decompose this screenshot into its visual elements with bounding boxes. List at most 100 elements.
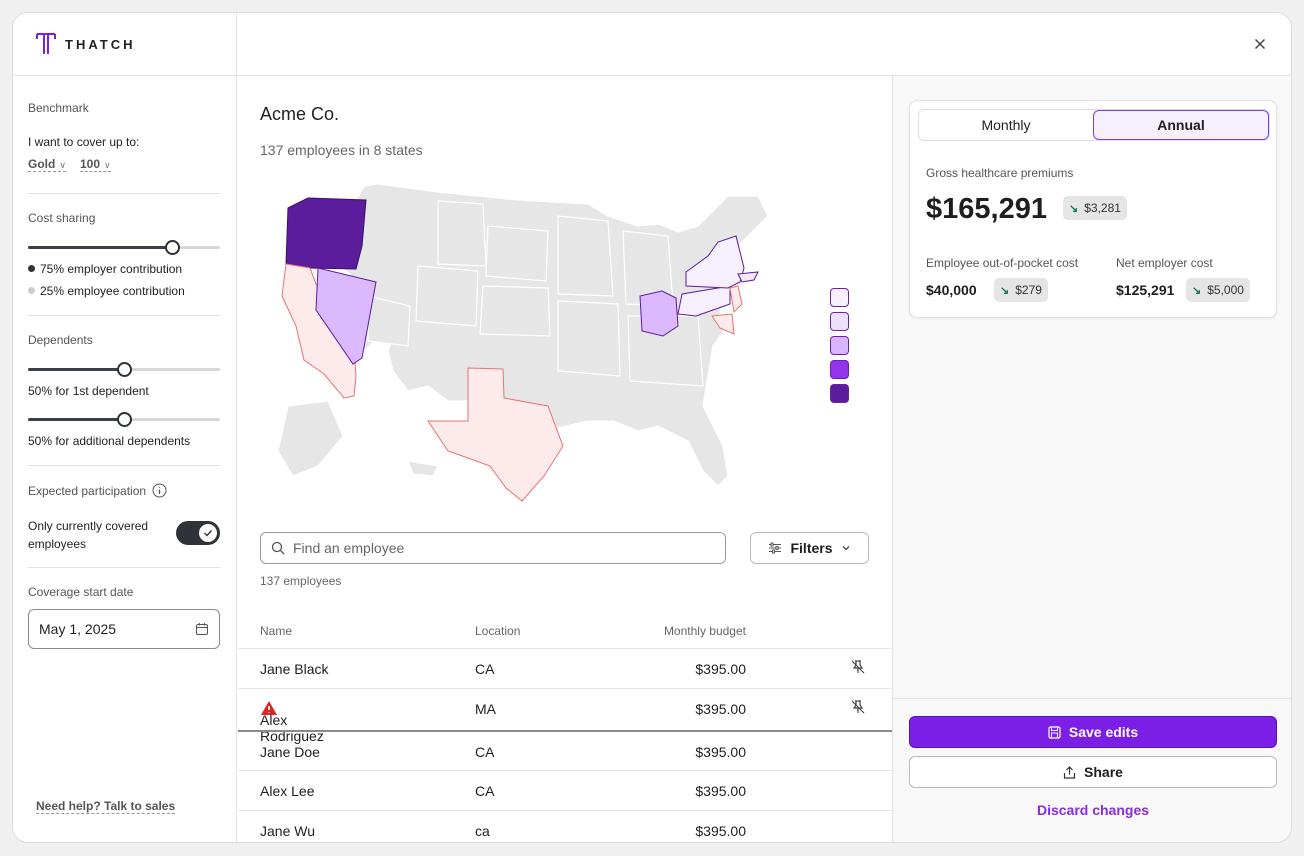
slider-thumb[interactable]: [117, 362, 132, 377]
employee-name-text: Alex Rodriguez: [260, 712, 324, 744]
state-texas[interactable]: [427, 367, 564, 502]
logo: THATCH: [35, 31, 135, 57]
employee-name: Jane Black: [260, 661, 329, 677]
state-california[interactable]: [281, 263, 357, 399]
gross-delta-badge: ↘ $3,281: [1063, 196, 1127, 220]
discard-changes-button[interactable]: Discard changes: [1036, 802, 1150, 818]
covered-toggle-label-line1: Only currently covered: [28, 519, 149, 533]
employer-contribution-text: 75% employer contribution: [40, 262, 183, 276]
dark-dot-icon: [28, 265, 35, 272]
legend-swatch: [830, 384, 849, 403]
share-label: Share: [1084, 764, 1123, 780]
divider: [28, 465, 220, 466]
arrow-down-right-icon: ↘: [1000, 284, 1010, 297]
us-states-map[interactable]: [258, 176, 798, 511]
sliders-icon: [769, 542, 782, 554]
state-maryland[interactable]: [711, 313, 735, 335]
employee-name: Alex Rodriguez: [260, 700, 324, 744]
chevron-down-icon: [842, 546, 849, 551]
slider-thumb[interactable]: [117, 412, 132, 427]
state-nevada[interactable]: [315, 267, 377, 365]
employee-location: CA: [475, 661, 495, 677]
employee-budget: $395.00: [695, 701, 746, 717]
legend-swatch: [830, 312, 849, 331]
state-new-york[interactable]: [685, 235, 745, 289]
employee-name: Alex Lee: [260, 783, 315, 799]
table-row[interactable]: Alex Lee CA $395.00: [238, 770, 892, 810]
employee-location: ca: [475, 823, 490, 839]
state-ohio[interactable]: [639, 290, 679, 337]
save-edits-button[interactable]: Save edits: [909, 716, 1277, 748]
header-divider: [13, 75, 1291, 76]
employee-contribution-text: 25% employee contribution: [40, 284, 185, 298]
help-link[interactable]: Need help? Talk to sales: [36, 799, 176, 814]
cost-summary-card: Monthly Annual Gross healthcare premiums…: [909, 100, 1277, 318]
logo-text: THATCH: [65, 36, 136, 52]
main-content: Acme Co. 137 employees in 8 states: [238, 76, 892, 842]
app-window: THATCH Benchmark I want to cover up to: …: [12, 12, 1292, 843]
coverage-start-heading: Coverage start date: [28, 585, 134, 599]
map-legend: [830, 288, 849, 408]
table-row[interactable]: Jane Black CA $395.00: [238, 648, 892, 688]
additional-dependents-label: 50% for additional dependents: [28, 434, 191, 448]
warning-icon: [261, 701, 277, 715]
search-icon: [271, 541, 285, 555]
benchmark-heading: Benchmark: [28, 101, 89, 115]
calendar-icon[interactable]: [195, 622, 209, 636]
state-new-jersey[interactable]: [729, 285, 743, 314]
close-button[interactable]: [1249, 33, 1271, 55]
share-button[interactable]: Share: [909, 756, 1277, 788]
employee-count: 137 employees: [260, 574, 342, 588]
info-icon[interactable]: [152, 483, 167, 498]
participation-heading-text: Expected participation: [28, 483, 147, 498]
covered-toggle[interactable]: [176, 521, 220, 545]
first-dependent-slider[interactable]: [28, 362, 220, 377]
cost-sharing-slider[interactable]: [28, 240, 220, 255]
column-header-name[interactable]: Name: [260, 624, 293, 638]
filters-button[interactable]: Filters: [750, 532, 869, 564]
tab-monthly[interactable]: Monthly: [981, 117, 1031, 133]
coverage-start-date-input[interactable]: May 1, 2025: [28, 609, 220, 649]
toggle-knob: [199, 524, 217, 542]
gross-label: Gross healthcare premiums: [926, 166, 1074, 180]
employee-location: CA: [475, 744, 495, 760]
covered-toggle-label-line2: employees: [28, 537, 87, 551]
search-input[interactable]: [293, 540, 693, 556]
covered-toggle-label: Only currently covered employees: [28, 517, 148, 553]
employee-budget: $395.00: [695, 744, 746, 760]
employee-location: CA: [475, 783, 495, 799]
unpin-icon[interactable]: [850, 699, 866, 718]
employee-search[interactable]: [260, 532, 726, 564]
check-icon: [204, 530, 213, 537]
arrow-down-right-icon: ↘: [1069, 202, 1079, 215]
plan-percent-dropdown[interactable]: 100 ∨: [80, 157, 111, 172]
column-header-location[interactable]: Location: [475, 624, 521, 638]
plan-tier-value: Gold: [28, 157, 56, 171]
company-name: Acme Co.: [260, 104, 340, 124]
sidebar: THATCH Benchmark I want to cover up to: …: [13, 13, 237, 842]
slider-thumb[interactable]: [165, 240, 180, 255]
additional-dependents-slider[interactable]: [28, 412, 220, 427]
table-row[interactable]: Jane Wu ca $395.00: [238, 810, 892, 842]
divider: [28, 567, 220, 568]
divider: [28, 193, 220, 194]
table-row[interactable]: Jane Doe CA $395.00: [238, 730, 892, 770]
cost-sharing-heading: Cost sharing: [28, 211, 96, 225]
thatch-logo-icon: [36, 33, 56, 54]
state-massachusetts[interactable]: [737, 271, 759, 283]
share-icon: [1063, 765, 1076, 779]
tab-annual[interactable]: Annual: [1093, 110, 1269, 140]
close-icon: [1254, 38, 1266, 50]
employee-contribution: 25% employee contribution: [28, 284, 185, 298]
employee-location: MA: [475, 701, 496, 717]
employee-budget: $395.00: [695, 661, 746, 677]
state-oregon[interactable]: [285, 197, 367, 270]
period-toggle: Monthly Annual: [918, 109, 1270, 141]
unpin-icon[interactable]: [850, 659, 866, 678]
column-header-budget[interactable]: Monthly budget: [663, 624, 746, 638]
chevron-down-icon: ∨: [59, 160, 66, 170]
plan-tier-dropdown[interactable]: Gold ∨: [28, 157, 66, 172]
legend-swatch: [830, 288, 849, 307]
oop-delta: $279: [1015, 283, 1042, 297]
table-row[interactable]: Alex Rodriguez MA $395.00: [238, 688, 892, 744]
